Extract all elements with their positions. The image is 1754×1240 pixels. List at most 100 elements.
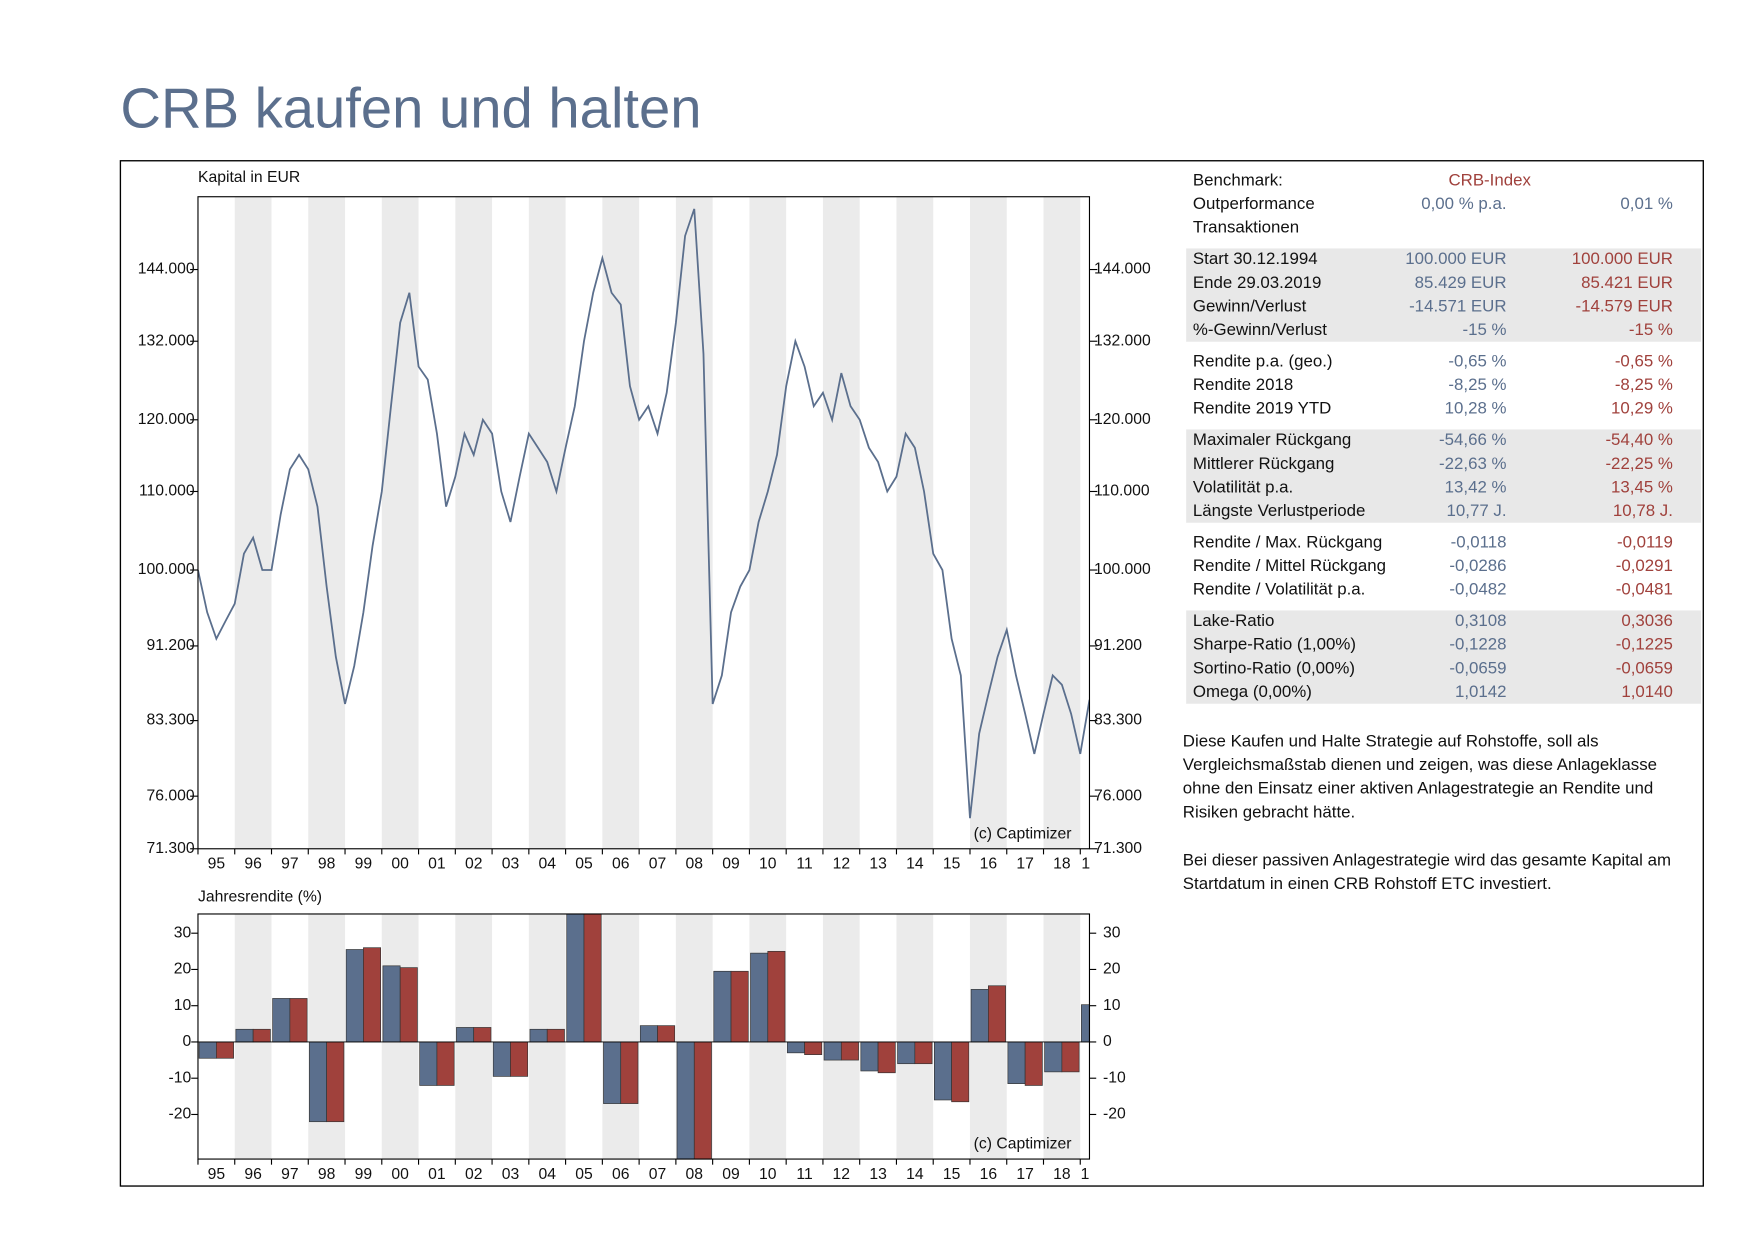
stat-value: -0,1228 xyxy=(1449,635,1506,654)
stat-value: -22,63 % xyxy=(1439,454,1506,473)
stat-value: 13,42 % xyxy=(1445,477,1507,496)
plot-frame xyxy=(197,913,1091,1160)
x-tick-label: 06 xyxy=(612,1166,630,1183)
description-line: Bei dieser passiven Anlagestrategie wird… xyxy=(1183,851,1671,870)
x-tick-label: 1 xyxy=(1081,1166,1090,1183)
x-tick-label: 12 xyxy=(833,1166,850,1183)
bar xyxy=(529,1028,548,1043)
x-tick-label: 04 xyxy=(538,1166,556,1183)
x-tick-label: 08 xyxy=(686,1166,704,1183)
y-tick-label-right: 76.000 xyxy=(1094,787,1142,804)
stat-value: -14.579 EUR xyxy=(1575,296,1672,315)
stat-label: Maximaler Rückgang xyxy=(1193,430,1351,449)
y-tick-label-right: 71.300 xyxy=(1094,840,1142,857)
x-tick-label: 96 xyxy=(244,856,262,873)
stat-value: 0,00 % p.a. xyxy=(1421,194,1506,213)
description-line: Vergleichsmaßstab dienen und zeigen, was… xyxy=(1183,755,1657,774)
bar xyxy=(767,950,786,1043)
year-band xyxy=(308,196,346,849)
x-tick-label: 1 xyxy=(1081,856,1090,873)
bar xyxy=(713,970,732,1043)
stat-value: 10,77 J. xyxy=(1447,501,1507,520)
x-tick-label: 05 xyxy=(575,856,593,873)
y-axis-title: Kapital in EUR xyxy=(198,169,300,186)
x-tick-label: 11 xyxy=(796,856,812,873)
y-tick-label: 144.000 xyxy=(138,261,195,278)
stat-value: -0,1225 xyxy=(1616,635,1673,654)
y-tick-label: 20 xyxy=(174,961,192,978)
y-tick-label-right: 110.000 xyxy=(1094,483,1150,500)
bar xyxy=(309,1041,327,1123)
stat-label: Gewinn/Verlust xyxy=(1193,296,1307,315)
row-group-bg xyxy=(1186,429,1702,523)
bar xyxy=(620,1041,639,1104)
stat-value: 10,29 % xyxy=(1611,399,1673,418)
y-axis-title: Jahresrendite (%) xyxy=(198,888,322,905)
bar xyxy=(933,1041,952,1101)
x-tick-label: 00 xyxy=(391,856,409,873)
y-tick-label: 0 xyxy=(182,1033,191,1050)
bar xyxy=(897,1041,916,1065)
stat-value: -22,25 % xyxy=(1605,454,1672,473)
bar xyxy=(823,1041,842,1061)
stat-value: 10,78 J. xyxy=(1613,501,1673,520)
bar xyxy=(786,1041,805,1054)
description-line: Risiken gebracht hätte. xyxy=(1183,802,1355,821)
year-band xyxy=(602,196,640,849)
stat-value: -0,0119 xyxy=(1617,532,1673,551)
y-tick-label: -10 xyxy=(169,1069,192,1086)
bar xyxy=(639,1025,658,1043)
bar xyxy=(363,947,381,1043)
year-band xyxy=(308,913,346,1160)
bar xyxy=(840,1041,859,1061)
x-tick-label: 00 xyxy=(391,1166,409,1183)
x-tick-label: 06 xyxy=(612,856,630,873)
bar xyxy=(289,998,308,1043)
x-tick-label: 96 xyxy=(244,1166,262,1183)
x-tick-label: 14 xyxy=(906,1166,924,1183)
bar xyxy=(730,970,749,1043)
y-tick-label: 83.300 xyxy=(147,712,195,729)
bar xyxy=(1007,1041,1026,1084)
y-tick-label-right: 0 xyxy=(1103,1033,1112,1050)
y-tick-label-right: 91.200 xyxy=(1094,637,1142,654)
description-line: ohne den Einsatz einer aktiven Anlagestr… xyxy=(1183,779,1654,798)
row-group-bg xyxy=(1186,610,1702,704)
bar xyxy=(750,952,769,1043)
capital-line xyxy=(197,208,1090,819)
stat-label: Sharpe-Ratio (1,00%) xyxy=(1193,635,1356,654)
bar xyxy=(860,1041,879,1072)
bar xyxy=(1044,1041,1063,1073)
stat-label: Outperformance xyxy=(1193,194,1315,213)
x-tick-label: 02 xyxy=(465,1166,482,1183)
bar xyxy=(345,949,364,1043)
stat-value: 100.000 EUR xyxy=(1572,249,1673,268)
x-tick-label: 17 xyxy=(1016,1166,1033,1183)
y-tick-label: 100.000 xyxy=(138,561,195,578)
bar xyxy=(988,985,1006,1043)
bar xyxy=(603,1041,622,1104)
x-tick-label: 03 xyxy=(502,1166,520,1183)
stat-value: -54,40 % xyxy=(1605,430,1672,449)
year-band xyxy=(1043,196,1081,849)
stat-value: -8,25 % xyxy=(1615,375,1673,394)
stat-label: Rendite p.a. (geo.) xyxy=(1193,351,1333,370)
stat-value: -0,0659 xyxy=(1449,658,1506,677)
x-tick-label: 97 xyxy=(281,1166,298,1183)
stat-value: -54,66 % xyxy=(1439,430,1506,449)
year-band xyxy=(969,196,1007,849)
row-group-bg xyxy=(1186,248,1702,342)
bar xyxy=(877,1041,896,1074)
bar xyxy=(951,1041,970,1103)
x-tick-label: 99 xyxy=(355,856,372,873)
copyright: (c) Captimizer xyxy=(974,1136,1072,1153)
x-tick-label: 16 xyxy=(980,1166,998,1183)
y-tick-label-right: 20 xyxy=(1103,961,1121,978)
x-tick-label: 12 xyxy=(833,856,850,873)
year-band xyxy=(602,913,640,1160)
stat-value: -0,0481 xyxy=(1616,580,1673,599)
year-band xyxy=(896,196,934,849)
stat-value: 10,28 % xyxy=(1445,399,1507,418)
x-tick-label: 07 xyxy=(649,856,666,873)
